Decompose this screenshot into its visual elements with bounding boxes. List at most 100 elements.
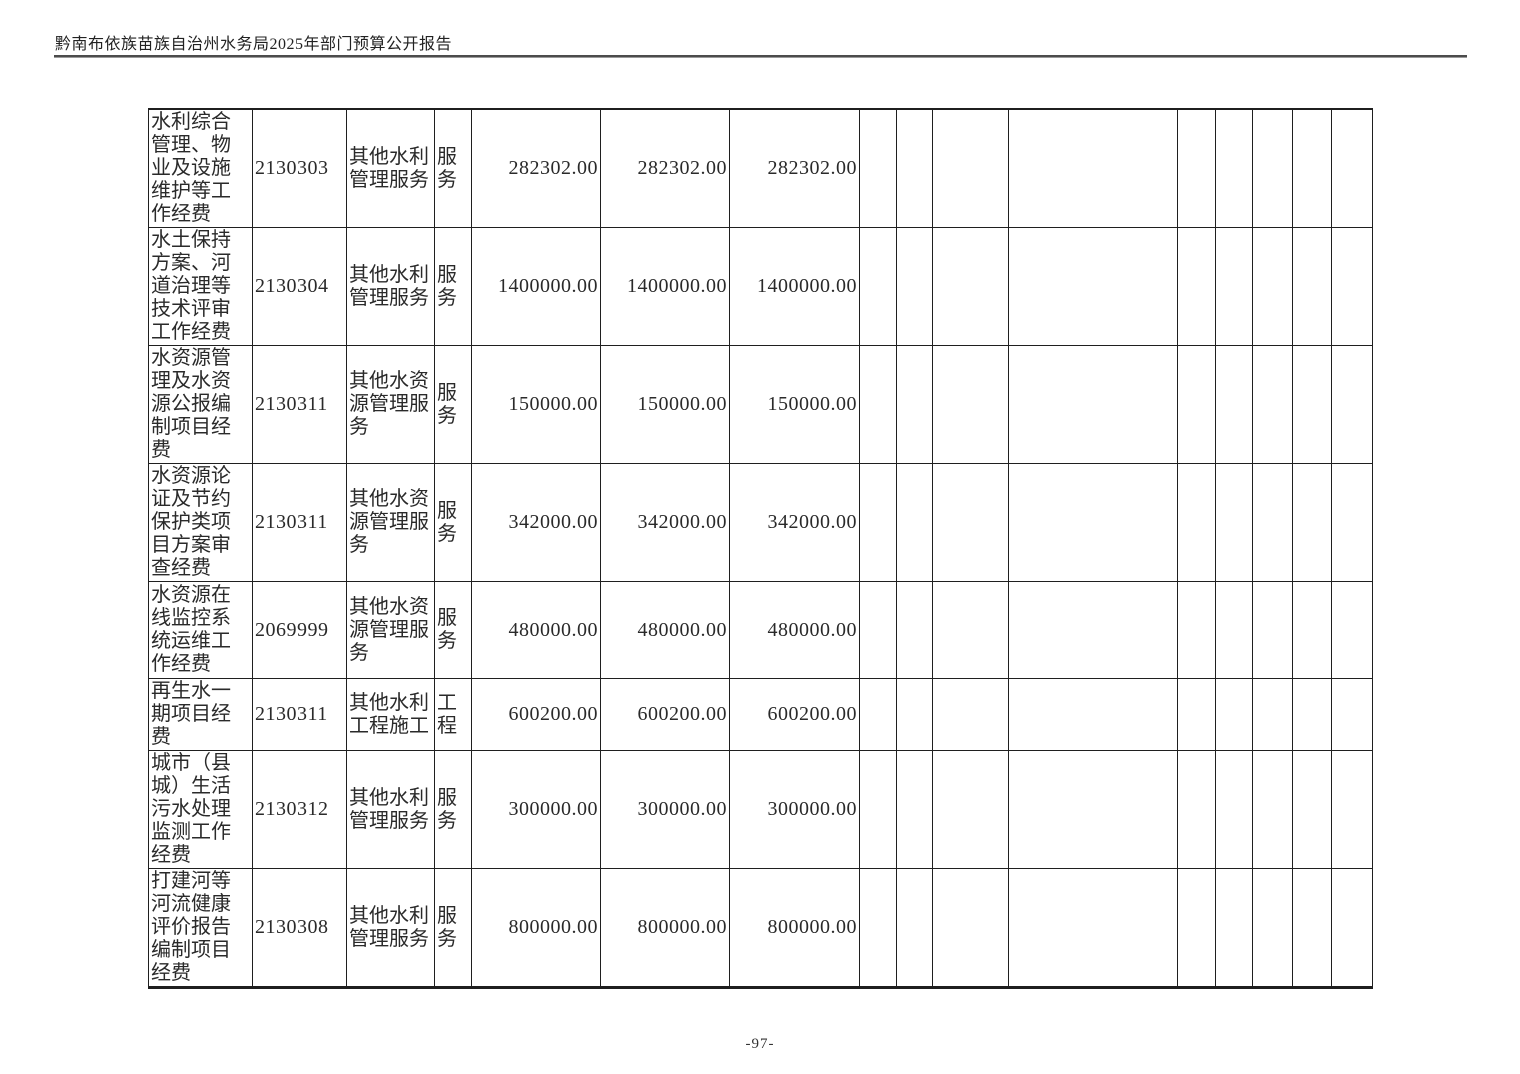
- empty-cell: [859, 463, 897, 582]
- project-code-cell: 2130311: [252, 463, 347, 582]
- project-type-cell: 服务: [434, 345, 472, 464]
- amount-cell-2: 1400000.00: [600, 227, 730, 346]
- category-name-cell: 其他水利管理服务: [346, 108, 435, 228]
- empty-cell: [859, 678, 897, 751]
- empty-cell: [1215, 750, 1253, 869]
- empty-cell: [1215, 463, 1253, 582]
- empty-cell: [859, 750, 897, 869]
- project-name-cell: 水资源管理及水资源公报编制项目经费: [148, 345, 253, 464]
- empty-cell: [1292, 108, 1332, 228]
- empty-cell: [1252, 227, 1293, 346]
- empty-cell: [932, 463, 1009, 582]
- empty-cell: [1008, 345, 1178, 464]
- table-row: 再生水一期项目经费 2130311 其他水利工程施工 工程 600200.00 …: [148, 678, 1373, 751]
- amount-cell-3: 600200.00: [729, 678, 860, 751]
- category-name-cell: 其他水资源管理服务: [346, 345, 435, 464]
- project-code-cell: 2130311: [252, 678, 347, 751]
- empty-cell: [1008, 678, 1178, 751]
- empty-cell: [1215, 581, 1253, 679]
- empty-cell: [1177, 868, 1216, 989]
- amount-cell-1: 600200.00: [471, 678, 601, 751]
- amount-cell-3: 282302.00: [729, 108, 860, 228]
- empty-cell: [1292, 463, 1332, 582]
- empty-cell: [896, 678, 933, 751]
- amount-cell-2: 800000.00: [600, 868, 730, 989]
- empty-cell: [859, 581, 897, 679]
- empty-cell: [896, 227, 933, 346]
- project-code-cell: 2130308: [252, 868, 347, 989]
- empty-cell: [1292, 750, 1332, 869]
- empty-cell: [859, 868, 897, 989]
- empty-cell: [896, 868, 933, 989]
- empty-cell: [1008, 750, 1178, 869]
- empty-cell: [896, 108, 933, 228]
- empty-cell: [1292, 345, 1332, 464]
- project-type-cell: 服务: [434, 750, 472, 869]
- empty-cell: [1252, 678, 1293, 751]
- project-type-cell: 服务: [434, 868, 472, 989]
- empty-cell: [896, 581, 933, 679]
- amount-cell-2: 150000.00: [600, 345, 730, 464]
- category-name-cell: 其他水利管理服务: [346, 227, 435, 346]
- amount-cell-3: 1400000.00: [729, 227, 860, 346]
- page-number: -97-: [745, 1036, 775, 1052]
- amount-cell-2: 282302.00: [600, 108, 730, 228]
- empty-cell: [932, 581, 1009, 679]
- empty-cell: [1177, 227, 1216, 346]
- empty-cell: [896, 750, 933, 869]
- amount-cell-3: 342000.00: [729, 463, 860, 582]
- empty-cell: [1008, 108, 1178, 228]
- empty-cell: [1177, 678, 1216, 751]
- amount-cell-2: 342000.00: [600, 463, 730, 582]
- empty-cell: [932, 678, 1009, 751]
- empty-cell: [1331, 868, 1373, 989]
- empty-cell: [1252, 868, 1293, 989]
- empty-cell: [1331, 108, 1373, 228]
- empty-cell: [896, 463, 933, 582]
- project-type-cell: 服务: [434, 108, 472, 228]
- amount-cell-1: 282302.00: [471, 108, 601, 228]
- empty-cell: [932, 868, 1009, 989]
- project-code-cell: 2130303: [252, 108, 347, 228]
- amount-cell-1: 300000.00: [471, 750, 601, 869]
- empty-cell: [932, 227, 1009, 346]
- empty-cell: [1292, 868, 1332, 989]
- table-row: 水资源在线监控系统运维工作经费 2069999 其他水资源管理服务 服务 480…: [148, 581, 1373, 679]
- empty-cell: [1331, 227, 1373, 346]
- empty-cell: [1215, 678, 1253, 751]
- amount-cell-3: 480000.00: [729, 581, 860, 679]
- project-name-cell: 水土保持方案、河道治理等技术评审工作经费: [148, 227, 253, 346]
- empty-cell: [1008, 581, 1178, 679]
- project-name-cell: 再生水一期项目经费: [148, 678, 253, 751]
- project-type-cell: 服务: [434, 227, 472, 346]
- table-row: 城市（县城）生活污水处理监测工作经费 2130312 其他水利管理服务 服务 3…: [148, 750, 1373, 869]
- empty-cell: [1008, 868, 1178, 989]
- empty-cell: [1215, 227, 1253, 346]
- budget-projects-table: 水利综合管理、物业及设施维护等工作经费 2130303 其他水利管理服务 服务 …: [148, 108, 1373, 989]
- empty-cell: [1177, 108, 1216, 228]
- project-name-cell: 城市（县城）生活污水处理监测工作经费: [148, 750, 253, 869]
- table-row: 水资源论证及节约保护类项目方案审查经费 2130311 其他水资源管理服务 服务…: [148, 463, 1373, 582]
- amount-cell-3: 300000.00: [729, 750, 860, 869]
- empty-cell: [1177, 463, 1216, 582]
- empty-cell: [1215, 868, 1253, 989]
- category-name-cell: 其他水利管理服务: [346, 868, 435, 989]
- amount-cell-1: 800000.00: [471, 868, 601, 989]
- empty-cell: [1252, 345, 1293, 464]
- empty-cell: [932, 750, 1009, 869]
- project-name-cell: 水利综合管理、物业及设施维护等工作经费: [148, 108, 253, 228]
- empty-cell: [1252, 581, 1293, 679]
- project-name-cell: 水资源论证及节约保护类项目方案审查经费: [148, 463, 253, 582]
- project-code-cell: 2130312: [252, 750, 347, 869]
- document-header-title: 黔南布依族苗族自治州水务局2025年部门预算公开报告: [55, 36, 453, 53]
- empty-cell: [1292, 581, 1332, 679]
- project-name-cell: 打建河等河流健康评价报告编制项目经费: [148, 868, 253, 989]
- amount-cell-3: 800000.00: [729, 868, 860, 989]
- amount-cell-2: 300000.00: [600, 750, 730, 869]
- empty-cell: [859, 108, 897, 228]
- project-type-cell: 服务: [434, 463, 472, 582]
- empty-cell: [1177, 750, 1216, 869]
- amount-cell-2: 600200.00: [600, 678, 730, 751]
- empty-cell: [1177, 581, 1216, 679]
